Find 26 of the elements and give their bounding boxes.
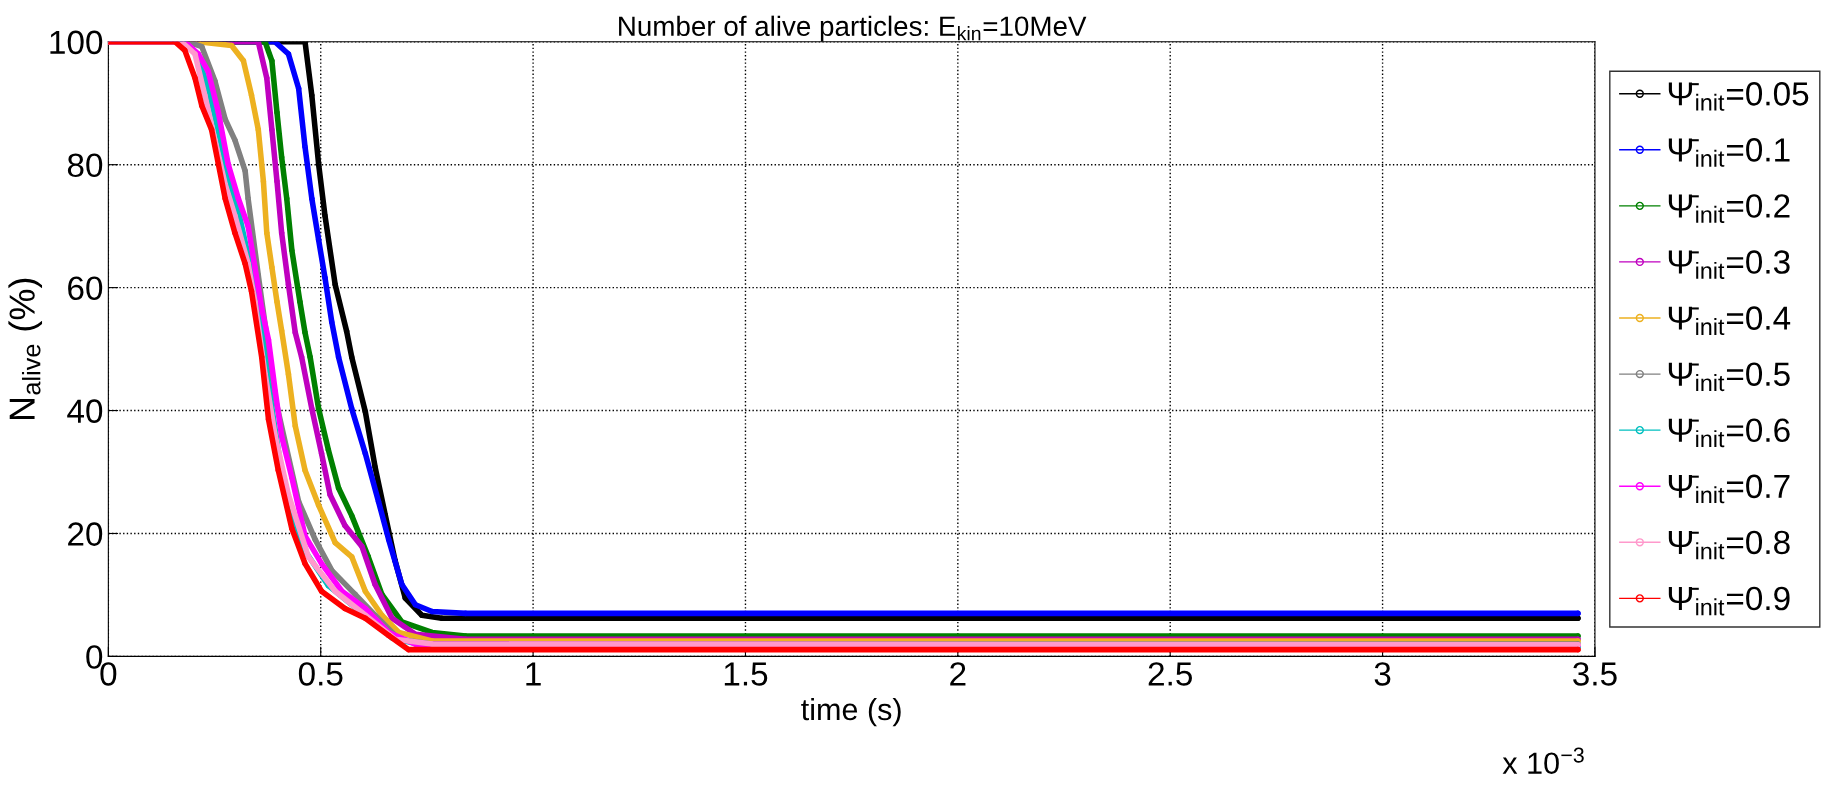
x-tick-label: 3 — [1374, 662, 1391, 686]
legend-label: Ψ̄$_{init}$=0.4 — [1668, 306, 1791, 336]
legend-label: Ψ̄$_{init}$=0.2 — [1668, 194, 1790, 223]
legend-label: Ψ̄$_{init}$=0.1 — [1668, 138, 1790, 167]
x-tick-label: 3.5 — [1573, 662, 1617, 686]
legend-label: Ψ̄$_{init}$=0.3 — [1668, 250, 1790, 279]
x-tick-label: 1 — [526, 662, 541, 686]
text: x 10$^{−3}$ — [1502, 747, 1584, 775]
y-axis-title: N$_{alive}$ (%) — [8, 278, 43, 420]
chart-title: Number of alive particles: E$_{kin}$=10MeV — [619, 15, 1087, 42]
x-tick-label: 2 — [950, 662, 966, 686]
legend-label: Ψ̄$_{init}$=0.05 — [1668, 82, 1809, 111]
y-tick-label: 100 — [50, 30, 103, 55]
x-tick-label: 1.5 — [724, 662, 768, 686]
legend-label: Ψ̄$_{init}$=0.8 — [1668, 530, 1790, 560]
x-tick-label: 2.5 — [1148, 662, 1192, 686]
legend-label: Ψ̄$_{init}$=0.7 — [1668, 474, 1790, 504]
x-axis-title: time (s) — [801, 697, 901, 727]
x-tick-label: 0.5 — [298, 662, 343, 686]
y-tick-label: 80 — [67, 153, 103, 178]
y-tick-label: 40 — [67, 399, 103, 423]
legend-label: Ψ̄$_{init}$=0.6 — [1668, 418, 1790, 448]
y-tick-label: 20 — [68, 522, 103, 546]
legend-label: Ψ̄$_{init}$=0.9 — [1668, 586, 1790, 616]
legend-label: Ψ̄$_{init}$=0.5 — [1668, 362, 1790, 392]
y-tick-label: 60 — [68, 276, 103, 301]
